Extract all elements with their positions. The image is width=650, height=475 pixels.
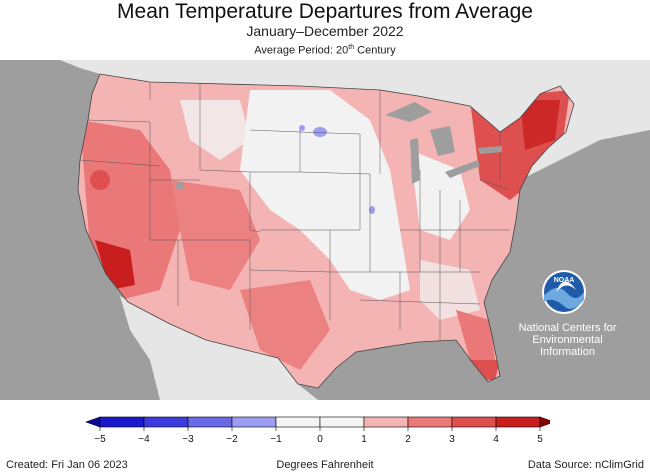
lake-ontario [478,146,502,154]
map-title: Mean Temperature Departures from Average [117,0,533,23]
legend-tick-label: 0 [317,434,323,445]
legend-cell [363,416,409,428]
legend-cell [99,416,145,428]
legend-tick-label: 2 [405,434,411,445]
legend-tick-label: 3 [449,434,455,445]
period-suffix: Century [354,44,396,57]
mexico-land [120,296,318,400]
legend-tick-label: −2 [226,434,238,445]
lake-superior [385,102,432,122]
legend-cell [275,416,321,428]
map-svg: NOAA [60,60,650,400]
conus-outline [77,73,575,389]
legend-svg: −5 −4 −3 −2 −1 0 1 2 3 4 5 [85,416,550,445]
canada-land [60,60,650,180]
data-source: Data Source: nClimGrid [527,459,644,471]
color-legend: −5 −4 −3 −2 −1 0 1 2 3 4 5 [80,415,550,449]
ncei-line-3: Information [539,346,596,358]
period-sup: th [348,44,355,51]
noaa-logo-text: NOAA [554,277,575,284]
period-prefix: Average Period: 20 [254,44,349,57]
legend-tick-label: −1 [270,434,282,445]
legend-cell [451,416,497,428]
lake-erie [445,160,480,178]
map-subtitle: January–December 2022 [246,23,404,39]
legend-cell [143,416,189,428]
great-salt-lake [176,182,184,190]
legend-tick-label: −4 [138,434,150,445]
legend-tick-label: 1 [361,434,367,445]
temperature-map: NOAA [0,60,650,400]
legend-cell [495,416,541,428]
legend-cell [187,416,233,428]
average-period: Average Period: 20th Century [0,41,650,58]
ncei-line-2: Environmental [532,334,603,346]
legend-tick-label: 5 [537,434,543,445]
legend-cell [231,416,277,428]
legend-tick-label: −5 [94,434,106,445]
legend-cell [319,416,365,428]
lake-michigan [410,138,420,184]
legend-tick-label: 4 [493,434,499,445]
legend-cell [407,416,453,428]
lake-huron [430,126,455,156]
legend-tick-label: −3 [182,434,194,445]
created-date: Created: Fri Jan 06 2023 [6,459,128,471]
units-label: Degrees Fahrenheit [276,459,374,471]
noaa-logo: NOAA [542,270,586,314]
ncei-line-1: National Centers for [518,322,617,334]
state-boundaries [79,82,511,350]
legend-low-arrow [85,416,101,428]
legend-high-arrow [539,416,550,428]
ncei-caption: National Centers for Environmental Infor… [510,322,625,358]
